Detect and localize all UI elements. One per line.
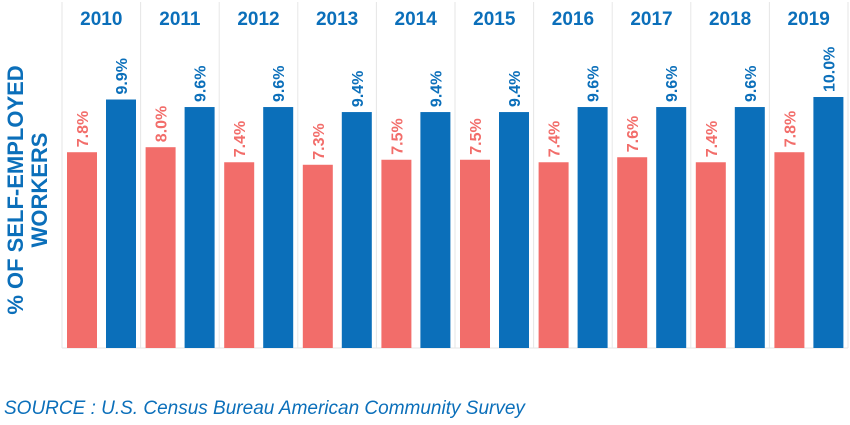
year-label-2016: 2016 — [552, 9, 594, 30]
value-label-2010-series-2: 9.9% — [114, 58, 131, 94]
bar-2010-series-2 — [106, 99, 136, 348]
bars — [67, 97, 844, 348]
value-label-2017-series-1: 7.6% — [625, 116, 642, 152]
value-label-2010-series-1: 7.8% — [75, 111, 92, 147]
value-labels: 7.8% 9.9% 8.0% 9.6% 7.4% 9.6% 7.3% 9.4% 7.5% 9.4%… — [75, 47, 838, 160]
y-axis-label-line-2: WORKERS — [27, 133, 52, 248]
bar-2019-series-2 — [813, 97, 844, 348]
year-label-2015: 2015 — [473, 9, 516, 30]
year-label-2013: 2013 — [316, 9, 358, 30]
bar-2017-series-1 — [617, 157, 648, 348]
bar-2014-series-1 — [381, 159, 412, 348]
bar-2011-series-2 — [184, 107, 215, 348]
bar-2015-series-1 — [460, 159, 490, 348]
value-label-2017-series-2: 9.6% — [664, 66, 681, 102]
year-label-2018: 2018 — [709, 9, 751, 30]
bar-2012-series-2 — [263, 107, 294, 348]
year-label-2011: 2011 — [159, 9, 201, 30]
bar-2013-series-2 — [341, 112, 372, 348]
bar-2015-series-2 — [499, 112, 529, 348]
value-label-2015-series-1: 7.5% — [468, 118, 485, 154]
value-label-2016-series-2: 9.6% — [586, 66, 603, 102]
bar-2016-series-2 — [577, 107, 608, 348]
value-label-2014-series-1: 7.5% — [389, 118, 406, 154]
grid — [61, 2, 849, 349]
bar-2014-series-2 — [420, 112, 451, 348]
year-label-2010: 2010 — [80, 9, 122, 30]
value-label-2015-series-2: 9.4% — [507, 71, 524, 107]
value-label-2013-series-2: 9.4% — [350, 71, 367, 107]
value-label-2011-series-2: 9.6% — [193, 66, 210, 102]
bar-2018-series-2 — [734, 107, 765, 348]
y-axis-label-line-1: % OF SELF-EMPLOYED — [3, 65, 28, 314]
value-label-2019-series-2: 10.0% — [821, 47, 838, 92]
year-label-2017: 2017 — [630, 9, 672, 30]
year-labels: 2010 2011 2012 2013 2014 2015 2016 2017 2018 2019 — [80, 9, 830, 30]
value-label-2018-series-1: 7.4% — [704, 121, 721, 157]
value-label-2016-series-1: 7.4% — [547, 121, 564, 157]
year-label-2012: 2012 — [237, 9, 279, 30]
value-label-2011-series-1: 8.0% — [154, 106, 171, 142]
value-label-2019-series-1: 7.8% — [782, 111, 799, 147]
bar-2012-series-1 — [224, 162, 255, 348]
year-label-2014: 2014 — [395, 9, 438, 30]
bar-2017-series-2 — [656, 107, 687, 348]
source-note: SOURCE : U.S. Census Bureau American Com… — [4, 398, 525, 419]
bar-2011-series-1 — [145, 147, 176, 348]
bar-2019-series-1 — [774, 152, 805, 348]
value-label-2018-series-2: 9.6% — [743, 66, 760, 102]
value-label-2013-series-1: 7.3% — [311, 123, 328, 159]
bar-2016-series-1 — [538, 162, 569, 348]
bar-2018-series-1 — [695, 162, 726, 348]
bar-2010-series-1 — [67, 152, 97, 348]
value-label-2014-series-2: 9.4% — [428, 71, 445, 107]
bar-2013-series-1 — [302, 164, 333, 348]
value-label-2012-series-1: 7.4% — [232, 121, 249, 157]
year-label-2019: 2019 — [788, 9, 830, 30]
value-label-2012-series-2: 9.6% — [271, 66, 288, 102]
